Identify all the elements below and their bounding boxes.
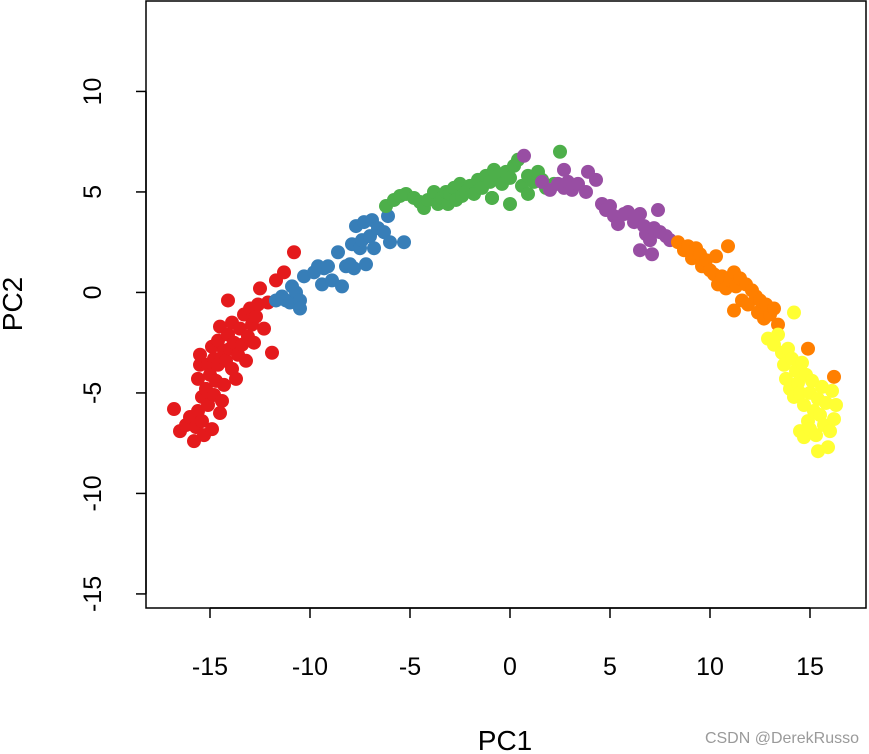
- x-tick-label: 10: [696, 653, 724, 681]
- data-point: [397, 235, 411, 250]
- data-point: [293, 301, 307, 316]
- data-point: [787, 305, 801, 320]
- data-point: [383, 235, 397, 250]
- series-4: [517, 148, 677, 262]
- data-point: [377, 225, 391, 240]
- watermark: CSDN @DerekRusso: [704, 730, 859, 747]
- data-point: [633, 207, 647, 222]
- data-point: [265, 345, 279, 360]
- y-axis-title: PC2: [0, 277, 28, 331]
- y-tick-label: 10: [79, 78, 107, 106]
- data-point: [205, 422, 219, 437]
- y-tick-label: -15: [79, 576, 107, 612]
- data-point: [503, 197, 517, 212]
- data-point: [517, 148, 531, 163]
- data-point: [809, 428, 823, 443]
- data-point: [217, 377, 231, 392]
- data-point: [801, 341, 815, 356]
- data-point: [633, 243, 647, 258]
- data-point: [821, 440, 835, 455]
- series-5: [671, 235, 841, 384]
- x-tick-label: 5: [603, 653, 617, 681]
- data-point: [287, 245, 301, 260]
- x-axis: -15 -10 -5 0 5 10 15: [192, 607, 824, 681]
- data-point: [771, 327, 785, 342]
- data-point: [239, 353, 253, 368]
- data-point: [793, 385, 807, 400]
- x-tick-label: 15: [796, 653, 824, 681]
- data-point: [581, 164, 595, 179]
- data-point: [827, 412, 841, 427]
- data-point: [367, 241, 381, 256]
- data-point: [359, 257, 373, 272]
- data-point: [825, 383, 839, 398]
- data-point: [621, 205, 635, 220]
- x-axis-title: PC1: [478, 725, 532, 754]
- y-tick-label: -5: [79, 382, 107, 404]
- data-point: [331, 245, 345, 260]
- data-point: [347, 261, 361, 276]
- y-tick-label: 0: [79, 285, 107, 299]
- data-point: [553, 144, 567, 159]
- data-points: [167, 144, 843, 459]
- data-point: [829, 397, 843, 412]
- data-point: [823, 424, 837, 439]
- y-axis: -15 -10 -5 0 5 10: [79, 78, 147, 612]
- y-tick-label: 5: [79, 185, 107, 199]
- series-3: [379, 144, 567, 216]
- data-point: [767, 301, 781, 316]
- data-point: [195, 414, 209, 429]
- data-point: [213, 406, 227, 421]
- x-tick-label: 0: [503, 653, 517, 681]
- data-point: [579, 184, 593, 199]
- series-1: [167, 245, 301, 449]
- data-point: [795, 355, 809, 370]
- data-point: [771, 317, 785, 332]
- data-point: [247, 335, 261, 350]
- data-point: [557, 162, 571, 177]
- data-point: [321, 259, 335, 274]
- series-6: [761, 305, 843, 459]
- data-point: [229, 371, 243, 386]
- data-point: [253, 281, 267, 296]
- data-point: [643, 233, 657, 248]
- data-point: [721, 239, 735, 254]
- x-tick-label: -15: [192, 653, 228, 681]
- data-point: [645, 247, 659, 262]
- data-point: [249, 309, 263, 324]
- data-point: [651, 203, 665, 218]
- data-point: [709, 249, 723, 264]
- series-2: [269, 209, 411, 316]
- data-point: [167, 402, 181, 417]
- data-point: [485, 190, 499, 205]
- x-tick-label: -5: [399, 653, 421, 681]
- y-tick-label: -10: [79, 475, 107, 511]
- data-point: [201, 397, 215, 412]
- data-point: [277, 265, 291, 280]
- data-point: [191, 371, 205, 386]
- data-point: [611, 217, 625, 232]
- data-point: [335, 279, 349, 294]
- data-point: [727, 303, 741, 318]
- x-tick-label: -10: [292, 653, 328, 681]
- data-point: [521, 186, 535, 201]
- data-point: [503, 170, 517, 185]
- data-point: [827, 369, 841, 384]
- data-point: [215, 393, 229, 408]
- data-point: [257, 321, 271, 336]
- data-point: [221, 293, 235, 308]
- data-point: [193, 347, 207, 362]
